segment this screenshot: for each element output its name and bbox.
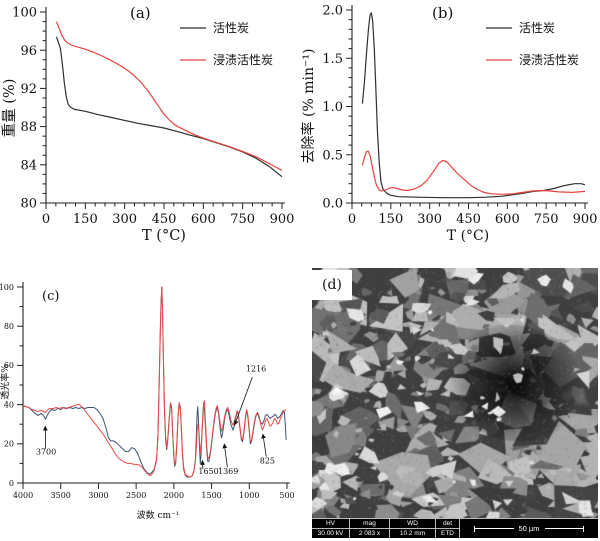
x-tick-label: 500 (279, 491, 294, 500)
y-tick-label: 40 (4, 400, 14, 409)
x-tick-label: 1500 (201, 491, 221, 500)
meta-column-mag: mag 2 083 x (350, 519, 390, 538)
y-axis-title: 透光率% (0, 364, 11, 400)
y-tick-label: 100 (12, 6, 37, 21)
meta-value-hv: 30.00 kV (317, 530, 344, 537)
x-tick-label: 3000 (88, 491, 108, 500)
y-tick-label: 80 (20, 197, 37, 212)
series-line-1 (361, 150, 586, 195)
series-line-0 (361, 12, 586, 199)
meta-column-wd: WD 10.2 mm (390, 519, 436, 538)
meta-column-hv: HV 30.00 kV (312, 519, 350, 538)
y-tick-label: 2.0 (322, 4, 343, 19)
scale-bar-line-right (544, 528, 583, 529)
x-tick-label: 150 (73, 212, 98, 227)
x-tick-label: 150 (378, 212, 403, 227)
y-axis-title: 重量 (%) (1, 79, 18, 138)
meta-value-det: ETD (441, 530, 454, 537)
annotation-label-2: 1369 (218, 467, 238, 476)
panel-label: (c) (42, 289, 59, 304)
x-axis-title: 波数 cm⁻¹ (137, 509, 180, 521)
annotation-arrow-4 (261, 433, 267, 457)
meta-value-wd: 10.2 mm (399, 530, 426, 537)
x-tick-label: 0 (42, 212, 50, 227)
sem-micrograph-image (312, 268, 598, 538)
x-tick-label: 450 (456, 212, 481, 227)
x-tick-label: 600 (495, 212, 520, 227)
y-tick-label: 0 (9, 479, 14, 488)
x-tick-label: 750 (534, 212, 559, 227)
panel-label: (a) (130, 4, 151, 22)
x-tick-label: 4000 (13, 491, 33, 500)
scale-bar-right-tick (583, 525, 584, 532)
scale-bar-line-left (475, 528, 514, 529)
panel-label-d: (d) (312, 270, 352, 300)
annotation-label-4: 825 (260, 456, 275, 465)
series-line-0 (22, 286, 287, 478)
annotation-label-0: 3700 (36, 448, 56, 457)
x-tick-label: 750 (230, 212, 255, 227)
x-tick-label: 900 (270, 212, 295, 227)
y-tick-label: 100 (0, 283, 14, 292)
x-tick-label: 600 (191, 212, 216, 227)
x-tick-label: 1000 (239, 491, 259, 500)
y-tick-label: 84 (20, 158, 37, 173)
x-tick-label: 300 (112, 212, 137, 227)
y-tick-label: 80 (4, 322, 14, 331)
sem-image-panel: (d) HV 30.00 kV mag 2 083 x WD 10.2 mm d… (312, 268, 598, 538)
scale-bar: 50 μm (460, 518, 598, 538)
series-line-1 (22, 286, 287, 478)
meta-value-mag: 2 083 x (358, 530, 381, 537)
chart-dtg-removal-rate: 0 150 300 450 600 750 900 0.0 0.5 1.0 1.5 2.0 活性炭浸渍活… (300, 4, 598, 244)
annotation-arrow-3 (233, 377, 253, 426)
y-tick-label: 92 (20, 82, 37, 97)
x-axis-title: T (°C) (447, 228, 489, 244)
legend-label-0: 活性炭 (519, 21, 555, 35)
x-tick-label: 900 (573, 212, 598, 227)
chart-ftir-spectrum: 4000 3500 3000 2500 2000 1500 1000 500 0 20 40 60 80… (0, 282, 295, 521)
annotation-arrow-1 (200, 460, 206, 470)
y-tick-label: 1.5 (322, 52, 343, 67)
scale-bar-label: 50 μm (518, 524, 540, 533)
y-tick-label: 96 (20, 44, 37, 59)
x-tick-label: 300 (417, 212, 442, 227)
chart-tga-weight: 0 150 300 450 600 750 900 80 84 88 92 96 100 活性炭浸渍活性炭… (1, 4, 295, 244)
sem-meta-table: HV 30.00 kV mag 2 083 x WD 10.2 mm det E… (312, 518, 460, 538)
y-tick-label: 88 (20, 120, 37, 135)
x-tick-label: 3500 (51, 491, 71, 500)
meta-header-mag: mag (350, 519, 389, 529)
annotation-arrow-2 (222, 443, 228, 468)
annotation-label-1: 1650 (198, 467, 218, 476)
x-tick-label: 2500 (126, 491, 146, 500)
y-tick-label: 20 (4, 440, 14, 449)
legend-label-0: 活性炭 (213, 21, 249, 35)
y-tick-label: 0.0 (322, 197, 343, 212)
y-tick-label: 0.5 (322, 148, 343, 163)
series-line-1 (55, 21, 283, 172)
x-axis-title: T (°C) (142, 228, 186, 244)
meta-column-det: det ETD (436, 519, 460, 538)
meta-header-det: det (436, 519, 459, 529)
y-axis-title: 去除率 (% min⁻¹) (300, 49, 317, 164)
panel-label: (b) (432, 4, 453, 22)
legend-label-1: 浸渍活性炭 (519, 53, 579, 67)
x-tick-label: 2000 (164, 491, 184, 500)
scale-bar-left-tick (474, 525, 475, 532)
meta-header-wd: WD (390, 519, 435, 529)
y-tick-label: 60 (4, 361, 14, 370)
annotation-label-3: 1216 (246, 364, 266, 373)
legend-label-1: 浸渍活性炭 (213, 53, 273, 67)
y-tick-label: 1.0 (322, 100, 343, 115)
meta-header-hv: HV (312, 519, 349, 529)
sem-info-bar: HV 30.00 kV mag 2 083 x WD 10.2 mm det E… (312, 518, 598, 538)
x-tick-label: 450 (152, 212, 177, 227)
x-tick-label: 0 (348, 212, 356, 227)
